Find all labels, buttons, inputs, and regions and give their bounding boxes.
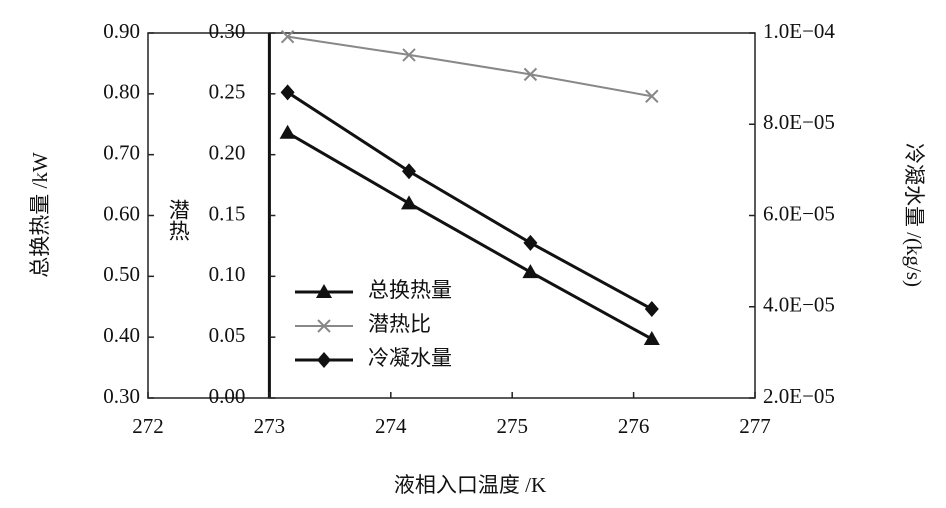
legend-marker — [316, 284, 332, 298]
marker — [644, 301, 659, 318]
marker — [643, 330, 660, 345]
y3-tick-label: 0.10 — [209, 262, 246, 286]
y2-tick-label: 4.0E−05 — [763, 293, 835, 317]
y-tick-label: 0.50 — [103, 262, 140, 286]
y2-axis-label: 冷凝水量 /(kg/s) — [902, 143, 926, 287]
legend-marker — [317, 319, 331, 333]
x-tick-label: 275 — [496, 414, 528, 438]
x-tick-label: 274 — [375, 414, 407, 438]
x-axis-label: 液相入口温度 /K — [394, 473, 546, 497]
y2-tick-label: 6.0E−05 — [763, 201, 835, 225]
y3-tick-label: 0.25 — [209, 80, 246, 104]
y3-tick-label: 0.15 — [209, 201, 246, 225]
marker — [523, 67, 538, 82]
series-line — [286, 131, 653, 341]
marker — [522, 264, 539, 279]
legend-marker — [317, 352, 331, 368]
y-tick-label: 0.90 — [103, 19, 140, 43]
y-tick-label: 0.60 — [103, 201, 140, 225]
y3-axis-label: 潜热 — [166, 199, 190, 241]
x-tick-label: 272 — [132, 414, 164, 438]
y-tick-label: 0.80 — [103, 80, 140, 104]
y2-tick-label: 2.0E−05 — [763, 384, 835, 408]
y3-tick-label: 0.30 — [209, 19, 246, 43]
legend-label: 冷凝水量 — [368, 346, 452, 370]
legend-label: 潜热比 — [368, 312, 431, 336]
y-tick-label: 0.40 — [103, 323, 140, 347]
x-tick-label: 273 — [254, 414, 286, 438]
marker — [280, 29, 295, 44]
y2-tick-label: 1.0E−04 — [763, 19, 835, 43]
marker — [645, 89, 659, 103]
x-tick-label: 276 — [618, 414, 650, 438]
y-tick-label: 0.70 — [103, 140, 140, 164]
y3-tick-label: 0.20 — [209, 140, 246, 164]
marker — [279, 124, 296, 139]
marker — [402, 163, 417, 180]
series-line — [287, 35, 652, 98]
series-line — [286, 91, 653, 311]
y3-tick-label: 0.00 — [209, 384, 246, 408]
marker — [280, 84, 295, 101]
legend-label: 总换热量 — [368, 278, 452, 302]
y-tick-label: 0.30 — [103, 384, 140, 408]
y3-tick-label: 0.05 — [209, 323, 246, 347]
y2-tick-label: 8.0E−05 — [763, 110, 835, 134]
marker — [523, 234, 538, 251]
y-axis-label: 总换热量 /kW — [28, 152, 52, 278]
marker — [402, 48, 416, 62]
marker — [401, 195, 418, 210]
x-tick-label: 277 — [739, 414, 771, 438]
